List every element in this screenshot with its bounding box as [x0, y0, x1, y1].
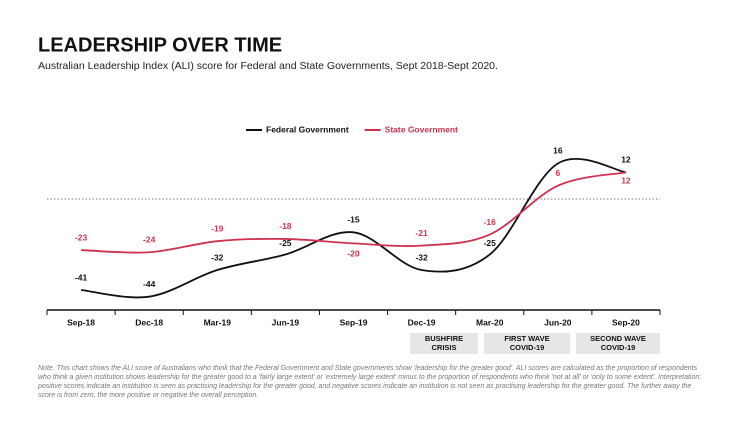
- annotation-line: BUSHFIRE: [425, 334, 463, 343]
- data-label: -32: [211, 252, 224, 262]
- x-tick-label: Mar-20: [476, 317, 504, 327]
- data-label: -24: [143, 235, 156, 245]
- data-label: -25: [279, 238, 292, 248]
- annotation: BUSHFIRE CRISIS: [425, 334, 463, 352]
- chart-title: LEADERSHIP OVER TIME: [38, 34, 282, 56]
- annotation-line: FIRST WAVE: [504, 334, 549, 343]
- data-label: -32: [415, 252, 428, 262]
- annotation: SECOND WAVE COVID-19: [590, 334, 646, 352]
- data-label: -25: [484, 238, 497, 248]
- data-label: -41: [75, 272, 88, 282]
- chart-subtitle: Australian Leadership Index (ALI) score …: [38, 60, 498, 72]
- data-label: -19: [211, 223, 224, 233]
- annotation-box: [410, 333, 478, 354]
- x-tick-label: Mar-19: [204, 317, 232, 327]
- data-label: 12: [621, 155, 631, 165]
- annotation: FIRST WAVE COVID-19: [504, 334, 549, 352]
- x-tick-label: Sep-18: [67, 317, 95, 327]
- annotation-line: COVID-19: [510, 343, 545, 352]
- x-tick-label: Sep-20: [612, 317, 640, 327]
- data-label: -16: [484, 217, 497, 227]
- data-label: 6: [555, 168, 560, 178]
- x-tick-label: Sep-19: [340, 317, 368, 327]
- legend-label: State Government: [385, 124, 458, 134]
- data-label: -44: [143, 279, 156, 289]
- x-tick-label: Dec-18: [135, 317, 163, 327]
- series-line: [81, 171, 627, 254]
- annotation-line: COVID-19: [601, 343, 636, 352]
- data-label: -20: [347, 249, 360, 259]
- data-label: -21: [415, 228, 428, 238]
- data-label: -18: [279, 221, 292, 231]
- annotation-box: [576, 333, 660, 354]
- series-line: [80, 158, 627, 299]
- data-label: -23: [75, 232, 88, 242]
- data-label: -15: [347, 215, 360, 225]
- note: Note. This chart shows the ALI score of …: [38, 365, 702, 399]
- data-label: 16: [553, 146, 563, 156]
- annotation-line: SECOND WAVE: [590, 334, 646, 343]
- x-tick-label: Dec-19: [408, 317, 436, 327]
- annotation-box: [484, 333, 570, 354]
- x-tick-label: Jun-20: [544, 317, 572, 327]
- legend-label: Federal Government: [266, 124, 349, 134]
- x-tick-label: Jun-19: [272, 317, 300, 327]
- annotation-line: CRISIS: [431, 343, 456, 352]
- data-label: 12: [621, 176, 631, 186]
